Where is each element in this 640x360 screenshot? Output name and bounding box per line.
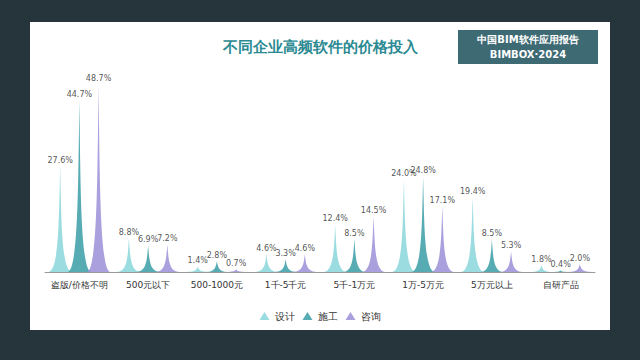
svg-text:7.2%: 7.2% [157,234,178,243]
svg-text:1千-5千元: 1千-5千元 [265,280,307,290]
svg-text:500元以下: 500元以下 [126,280,170,290]
svg-text:19.4%: 19.4% [460,187,486,196]
svg-text:44.7%: 44.7% [67,90,93,99]
svg-text:3.3%: 3.3% [275,249,296,258]
svg-text:不同企业高频软件的价格投入: 不同企业高频软件的价格投入 [222,38,419,56]
svg-text:4.6%: 4.6% [295,244,316,253]
svg-text:8.5%: 8.5% [482,229,503,238]
svg-text:12.4%: 12.4% [322,214,348,223]
svg-text:24.8%: 24.8% [410,166,436,175]
svg-text:8.5%: 8.5% [344,229,365,238]
svg-text:24.0%: 24.0% [391,169,417,179]
svg-text:设计: 设计 [275,311,295,322]
svg-text:6.9%: 6.9% [138,235,159,244]
svg-text:1.4%: 1.4% [188,256,209,265]
svg-text:自研产品: 自研产品 [543,280,579,290]
svg-text:2.8%: 2.8% [207,251,228,260]
svg-text:BIMBOX·2024: BIMBOX·2024 [490,49,566,60]
svg-text:48.7%: 48.7% [86,74,112,83]
svg-text:0.4%: 0.4% [550,260,571,269]
svg-text:施工: 施工 [318,311,338,322]
svg-text:17.1%: 17.1% [430,196,456,205]
svg-text:500-1000元: 500-1000元 [191,280,243,290]
svg-text:27.6%: 27.6% [47,156,73,165]
svg-text:中国BIM软件应用报告: 中国BIM软件应用报告 [477,34,578,45]
svg-text:2.0%: 2.0% [570,254,591,263]
svg-text:5.3%: 5.3% [501,241,522,250]
svg-text:1万-5万元: 1万-5万元 [402,280,444,290]
svg-text:4.6%: 4.6% [256,244,277,253]
svg-text:5万元以上: 5万元以上 [471,280,513,290]
svg-text:1.8%: 1.8% [531,255,552,264]
svg-text:盗版/价格不明: 盗版/价格不明 [51,280,108,290]
svg-text:咨询: 咨询 [361,311,381,322]
svg-text:14.5%: 14.5% [361,206,387,215]
svg-text:8.8%: 8.8% [119,228,140,237]
svg-text:0.7%: 0.7% [226,259,247,268]
svg-text:5千-1万元: 5千-1万元 [334,280,376,290]
